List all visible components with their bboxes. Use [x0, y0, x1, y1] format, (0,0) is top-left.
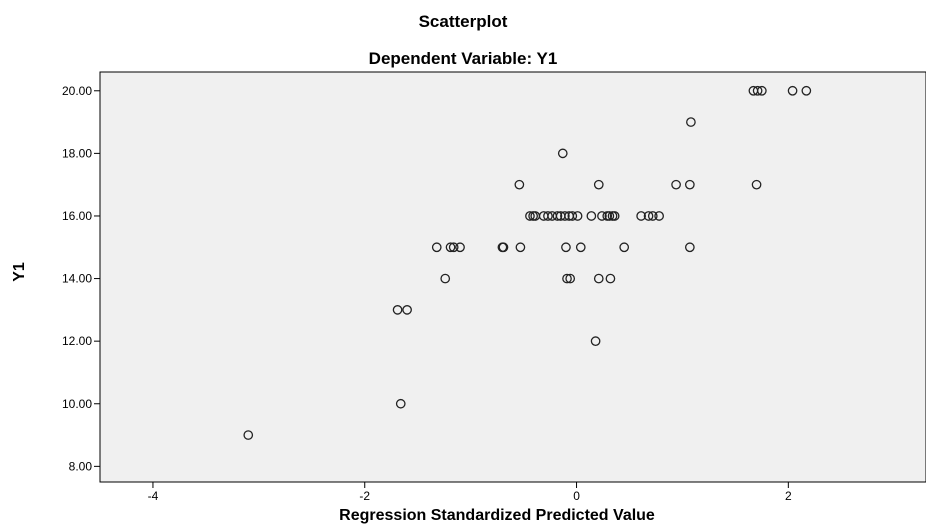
data-point [757, 85, 767, 96]
data-point [575, 242, 586, 253]
y-tick-label: 10.00 [62, 397, 92, 411]
data-point [525, 211, 535, 221]
data-point [572, 211, 583, 221]
data-point [654, 211, 664, 221]
data-point [636, 211, 646, 221]
data-point [586, 211, 597, 221]
data-point [590, 336, 601, 347]
data-point [514, 179, 525, 190]
y-tick-label: 12.00 [62, 334, 92, 348]
x-axis: -4 -2 0 2 [148, 482, 792, 503]
y-axis-label: Y1 [11, 262, 28, 282]
data-point [597, 211, 607, 221]
x-tick-label: 0 [573, 489, 580, 503]
data-point [498, 242, 509, 253]
data-point [801, 85, 812, 96]
data-point [392, 305, 403, 315]
data-point [560, 211, 570, 221]
data-point [684, 179, 695, 190]
data-point [619, 242, 630, 253]
data-point [751, 179, 762, 190]
data-points [243, 85, 812, 440]
data-point [515, 242, 526, 253]
y-tick-label: 8.00 [69, 459, 93, 473]
y-axis: 8.00 10.00 12.00 14.00 16.00 18.00 20.00 [62, 84, 100, 473]
data-point [543, 211, 553, 221]
plot-area [99, 71, 926, 483]
y-tick-label: 18.00 [62, 146, 92, 160]
data-point [565, 273, 576, 284]
data-point [567, 211, 578, 221]
data-point [445, 242, 456, 253]
x-axis-label: Regression Standardized Predicted Value [339, 507, 655, 524]
data-point [593, 179, 604, 190]
data-point [557, 148, 568, 159]
data-point [787, 85, 798, 96]
data-point [605, 273, 616, 284]
data-point [448, 242, 459, 253]
y-tick-label: 20.00 [62, 84, 92, 98]
data-point [243, 430, 254, 440]
data-point [647, 211, 658, 221]
data-point [431, 242, 442, 253]
data-point [593, 273, 604, 284]
data-point [440, 273, 451, 284]
y-tick-label: 16.00 [62, 209, 92, 223]
data-point [402, 305, 412, 315]
data-point [643, 211, 654, 221]
data-point [752, 85, 763, 96]
x-tick-label: 2 [785, 489, 792, 503]
data-point [562, 273, 572, 284]
data-point [609, 211, 620, 221]
chart-subtitle: Dependent Variable: Y1 [369, 49, 558, 68]
data-point [604, 211, 615, 221]
data-point [684, 242, 695, 253]
data-point [455, 242, 465, 253]
x-tick-label: -4 [148, 489, 159, 503]
data-point [561, 242, 571, 253]
data-point [686, 117, 696, 127]
x-tick-label: -2 [359, 489, 370, 503]
y-tick-label: 14.00 [62, 272, 92, 286]
data-point [671, 179, 681, 190]
chart-title: Scatterplot [419, 12, 508, 31]
data-point [395, 398, 406, 409]
data-point [552, 211, 563, 221]
